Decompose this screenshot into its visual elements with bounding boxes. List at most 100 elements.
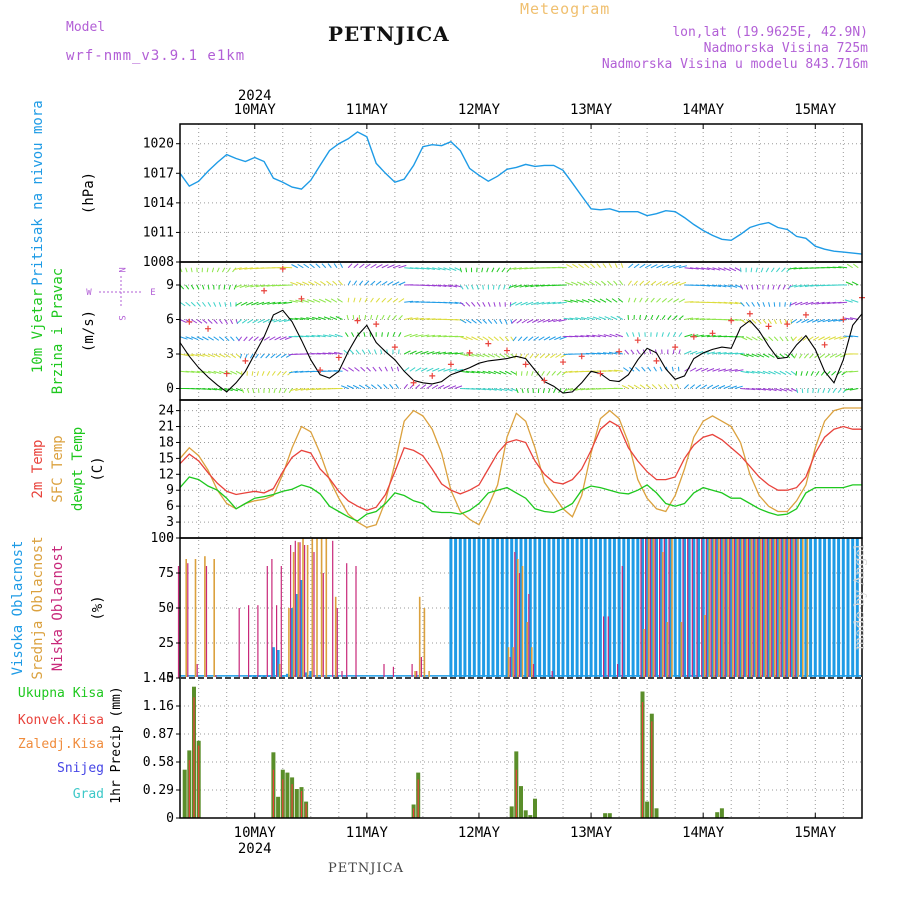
high-cloud-bar <box>477 538 481 678</box>
mid-cloud-bar <box>311 538 314 678</box>
wind-barb <box>819 353 825 359</box>
wind-barb <box>482 388 492 391</box>
wind-barb <box>516 319 523 324</box>
wind-barb <box>348 367 355 372</box>
high-cloud-bar <box>309 671 313 678</box>
high-cloud-bar <box>496 538 500 678</box>
wind-barb <box>644 314 648 320</box>
wind-barb <box>190 284 195 290</box>
low-cloud-bar <box>383 664 385 678</box>
wind-gust-marker <box>391 344 398 351</box>
wind-barb <box>798 353 803 359</box>
low-cloud-bar <box>687 538 689 678</box>
wind-barb <box>409 317 419 320</box>
precip-legend-0: Ukupna Kisa <box>18 686 104 701</box>
high-cloud-bar <box>785 538 789 678</box>
wind-barb <box>324 298 332 303</box>
x-year-top: 2024 <box>238 88 272 104</box>
high-cloud-bar <box>300 580 303 678</box>
low-cloud-bar <box>659 538 661 678</box>
x-year-bottom: 2024 <box>238 841 272 857</box>
wind-barb <box>796 388 799 394</box>
wind-barb <box>437 284 447 287</box>
wind-barb <box>762 353 770 358</box>
wind-barb <box>701 367 709 372</box>
mid-cloud-bar <box>512 647 514 678</box>
low-cloud-bar <box>743 538 745 678</box>
wind-barb <box>689 350 698 355</box>
wind-barb <box>487 319 493 324</box>
wind-barb <box>514 284 523 288</box>
mid-cloud-bar <box>647 538 650 678</box>
wind-barb <box>543 336 551 341</box>
pressure-label: Pritisak na nivou mora <box>30 100 46 285</box>
wind-barb <box>706 384 714 389</box>
mid-cloud-bar <box>652 538 655 678</box>
text-layer: 1008101110141017102003690369121518212402… <box>10 88 837 857</box>
wind-barb <box>635 366 640 372</box>
wind-barb <box>504 353 511 359</box>
wind-barb <box>678 315 684 320</box>
wind-gust-marker <box>784 321 791 328</box>
wind-barb <box>799 284 808 288</box>
wind-barb <box>850 299 859 303</box>
wind-barb <box>528 336 534 341</box>
wind-barb <box>190 267 193 273</box>
wind-barb <box>443 368 452 372</box>
wind-barb <box>389 383 394 389</box>
low-cloud-bar <box>766 538 768 678</box>
low-cloud-bar <box>205 566 208 678</box>
wind-barb <box>341 385 349 389</box>
wind-barb <box>592 334 601 338</box>
wind-barb <box>230 388 239 392</box>
wind-barb <box>328 334 338 338</box>
wind-barb <box>740 370 750 374</box>
y-tick-label-temperature: 0 <box>166 531 174 546</box>
wind-barb <box>843 335 853 338</box>
wind-barb <box>322 352 332 355</box>
wind-barb <box>563 370 573 374</box>
wind-barb <box>784 336 789 342</box>
wind-barb <box>239 353 243 359</box>
wind-barb <box>712 384 720 389</box>
wind-barb <box>267 301 276 305</box>
high-cloud-bar <box>715 538 719 678</box>
wind-barb <box>364 384 371 389</box>
wind-barb <box>539 353 545 359</box>
high-cloud-bar <box>832 538 836 678</box>
wind-gust-marker <box>261 287 268 294</box>
wind-barb <box>745 336 753 341</box>
wind-barb <box>542 388 545 394</box>
mid-cloud-bar <box>708 538 711 678</box>
mid-cloud-bar <box>325 538 328 678</box>
low-cloud-bar <box>280 566 282 678</box>
wind-barb <box>712 284 721 288</box>
dewpt-temp-line <box>179 476 862 522</box>
wind-barb <box>347 297 350 303</box>
wind-barb <box>609 333 618 338</box>
wind-barb <box>673 298 680 303</box>
wind-barb <box>482 319 488 324</box>
mid-cloud-label: Srednja Oblacnost <box>30 536 46 679</box>
wind-barb <box>443 351 452 355</box>
mid-cloud-bar <box>741 538 743 678</box>
wind-barb <box>300 317 310 320</box>
wind-barb <box>409 267 419 270</box>
x-day-label-bottom: 11MAY <box>346 825 389 841</box>
wind-barb <box>614 263 618 268</box>
wind-barb <box>706 368 715 372</box>
wind-barb <box>712 335 722 338</box>
y-tick-label-precip: 1.16 <box>143 699 174 714</box>
wind-barb <box>224 336 230 342</box>
wind-barb <box>590 263 596 269</box>
wind-gust-marker <box>186 318 193 325</box>
wind-barb <box>476 353 485 358</box>
x-day-label-bottom: 13MAY <box>570 825 613 841</box>
wind-barb <box>849 317 859 320</box>
wind-barb <box>810 301 820 305</box>
wind-barb <box>834 353 842 358</box>
wind-speed-line <box>179 309 863 394</box>
wind-barb <box>608 351 618 355</box>
sfc-temp-label: SFC Temp <box>50 435 66 502</box>
wind-gust-marker <box>298 295 305 302</box>
